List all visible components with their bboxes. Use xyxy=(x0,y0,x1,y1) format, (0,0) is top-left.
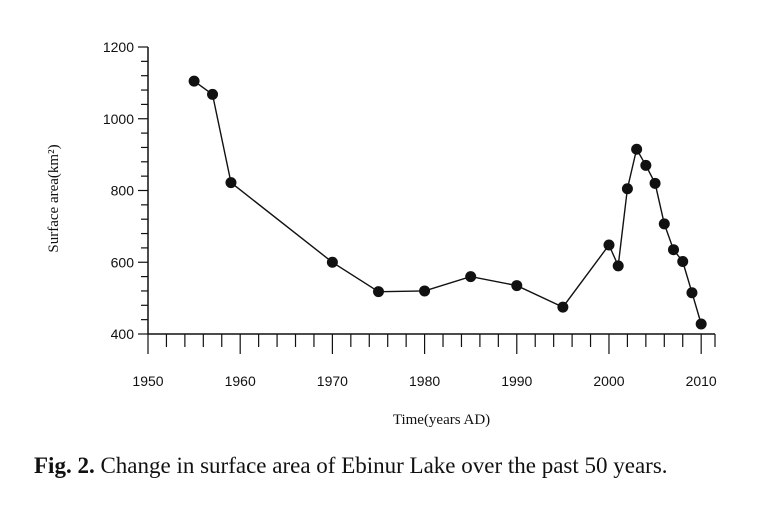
y-tick-label: 1200 xyxy=(103,39,134,55)
data-points xyxy=(188,75,707,330)
data-point xyxy=(419,285,431,297)
data-point xyxy=(658,218,670,230)
data-point xyxy=(621,183,633,195)
data-point xyxy=(677,256,689,268)
data-point xyxy=(372,286,384,298)
series-line xyxy=(193,80,702,325)
y-tick-label: 1000 xyxy=(103,111,134,127)
y-tick-label: 800 xyxy=(111,183,135,199)
data-point xyxy=(631,143,643,155)
x-tick-label: 1950 xyxy=(132,373,163,389)
x-tick-label: 1980 xyxy=(409,373,440,389)
data-point xyxy=(695,318,707,330)
data-point xyxy=(326,256,338,268)
data-point xyxy=(207,88,219,100)
data-point xyxy=(225,177,237,189)
x-axis-title: Time(years AD) xyxy=(393,412,490,428)
data-point xyxy=(557,301,569,313)
data-point xyxy=(640,159,652,171)
data-point xyxy=(603,239,615,251)
figure-label: Fig. 2. xyxy=(34,453,95,478)
x-tick-label: 1990 xyxy=(501,373,532,389)
x-ticks: 1950 1960 1970 1980 1990 2000 2010 xyxy=(132,334,717,389)
data-point xyxy=(612,260,624,272)
data-point xyxy=(686,287,698,299)
x-tick-label: 2000 xyxy=(593,373,624,389)
data-point xyxy=(188,75,200,87)
y-ticks: 400 600 800 1000 1200 xyxy=(103,39,148,342)
figure-caption: Fig. 2. Change in surface area of Ebinur… xyxy=(34,449,754,482)
y-tick-label: 600 xyxy=(111,254,135,270)
data-point xyxy=(511,280,523,292)
line-chart: 400 600 800 1000 1200 1950 1960 1970 1980 1990 20… xyxy=(46,39,717,428)
data-point xyxy=(668,244,680,256)
x-tick-label: 1960 xyxy=(225,373,256,389)
y-axis-title: Surface area(km²) xyxy=(46,144,62,252)
axes: 400 600 800 1000 1200 1950 1960 1970 1980 1990 20… xyxy=(103,39,717,389)
data-point xyxy=(649,177,661,189)
y-tick-label: 400 xyxy=(111,326,135,342)
x-tick-label: 1970 xyxy=(317,373,348,389)
data-point xyxy=(465,271,477,283)
x-tick-label: 2010 xyxy=(686,373,717,389)
caption-text: Change in surface area of Ebinur Lake ov… xyxy=(94,453,668,478)
